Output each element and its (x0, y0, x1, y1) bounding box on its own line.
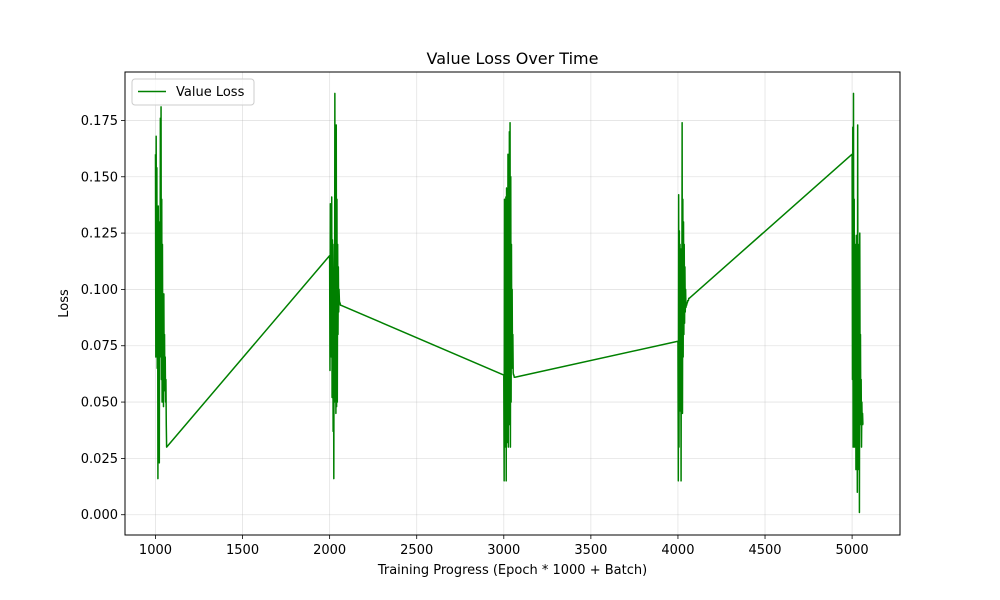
x-axis-label: Training Progress (Epoch * 1000 + Batch) (377, 563, 647, 578)
x-tick-label: 2000 (313, 543, 346, 558)
x-tick-label: 3500 (574, 543, 607, 558)
x-tick-label: 4000 (661, 543, 694, 558)
y-tick-label: 0.175 (81, 114, 118, 129)
y-axis-label: Loss (57, 289, 72, 318)
x-tick-label: 3000 (487, 543, 520, 558)
y-tick-label: 0.150 (81, 170, 118, 185)
y-tick-label: 0.100 (81, 283, 118, 298)
x-tick-label: 1500 (226, 543, 259, 558)
y-tick-label: 0.025 (81, 452, 118, 467)
x-tick-label: 2500 (400, 543, 433, 558)
legend-box (131, 78, 255, 106)
legend: Value Loss (131, 78, 255, 106)
x-tick-label: 1000 (139, 543, 172, 558)
series-line-value-loss (154, 92, 864, 514)
y-tick-label: 0.075 (81, 339, 118, 354)
y-tick-label: 0.000 (81, 508, 118, 523)
y-tick-label: 0.125 (81, 227, 118, 242)
legend-label-value-loss: Value Loss (176, 85, 245, 100)
ticks-layer: 1000 1500 2000 2500 3000 3500 4000 4500 5000 0.00… (81, 114, 869, 558)
plot-frame (124, 71, 901, 536)
y-tick-label: 0.050 (81, 396, 118, 411)
series-layer (154, 92, 864, 514)
chart-title: Value Loss Over Time (427, 49, 599, 68)
x-tick-label: 4500 (748, 543, 781, 558)
x-tick-label: 5000 (836, 543, 869, 558)
